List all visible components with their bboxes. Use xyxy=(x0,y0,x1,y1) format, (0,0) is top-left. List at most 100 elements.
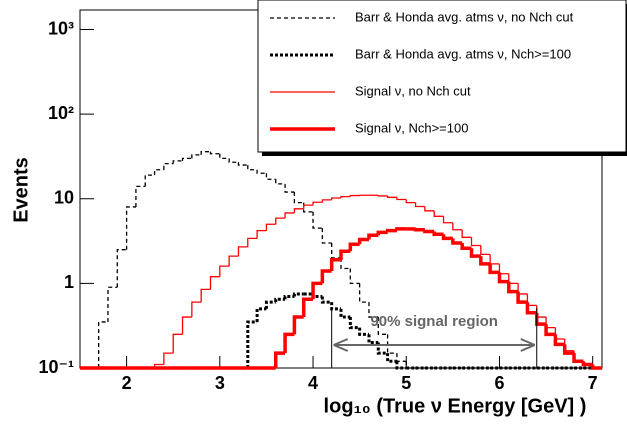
histogram-bin xyxy=(173,161,182,164)
histogram-bin xyxy=(397,197,406,199)
histogram-bin xyxy=(332,302,341,309)
histogram-bin xyxy=(369,334,378,342)
x-axis-label: log₁₀ (True ν Energy [GeV] ) xyxy=(324,395,587,417)
histogram-bin xyxy=(248,238,257,246)
y-tick-label: 1 xyxy=(64,272,74,292)
histogram-bin xyxy=(565,344,574,353)
histogram-bin xyxy=(360,328,369,335)
histogram-series xyxy=(80,294,602,368)
histogram-bin xyxy=(341,251,350,260)
histogram-bin xyxy=(136,186,145,207)
histogram-bin xyxy=(201,152,210,155)
histogram-bin xyxy=(155,170,164,175)
histogram-bin xyxy=(322,296,331,302)
x-tick-label: 5 xyxy=(401,373,411,393)
histogram-bin xyxy=(341,197,350,198)
histogram-bin xyxy=(481,256,490,264)
histogram-bin xyxy=(350,268,359,283)
histogram-bin xyxy=(248,322,257,368)
histogram-bin xyxy=(378,232,387,235)
y-tick-label: 10² xyxy=(48,103,74,123)
histogram-bin xyxy=(229,256,238,266)
histogram-bin xyxy=(285,184,294,192)
histogram-bin xyxy=(257,231,266,239)
histogram-bin xyxy=(173,334,182,353)
histogram-bin xyxy=(583,361,592,364)
histogram-bin xyxy=(416,229,425,230)
annotation-text: 90% signal region xyxy=(370,313,498,330)
histogram-bin xyxy=(416,203,425,207)
histogram-bin xyxy=(192,155,201,159)
histogram-bin xyxy=(499,264,508,274)
histogram-bin xyxy=(248,165,257,170)
histogram-bin xyxy=(99,322,108,368)
y-axis-label: Events xyxy=(10,157,32,223)
histogram-bin xyxy=(238,162,247,165)
histogram-bin xyxy=(266,302,275,309)
histogram-bin xyxy=(388,231,397,233)
histogram-bin xyxy=(341,309,350,317)
histogram-bin xyxy=(527,302,536,313)
histogram-bin xyxy=(294,317,303,334)
x-tick-label: 4 xyxy=(308,373,318,393)
histogram-bin xyxy=(294,209,303,213)
histogram-bin xyxy=(276,353,285,368)
histogram-bin xyxy=(453,238,462,243)
histogram-bin xyxy=(593,364,602,368)
histogram-bin xyxy=(117,250,126,288)
histogram-bin xyxy=(127,207,136,250)
histogram-bin xyxy=(285,334,294,353)
legend-label: Barr & Honda avg. atms ν, Nch>=100 xyxy=(355,46,571,61)
y-tick-label: 10 xyxy=(54,188,74,208)
histogram-bin xyxy=(313,202,322,205)
histogram-bin xyxy=(304,203,313,212)
histogram-bin xyxy=(276,299,285,302)
histogram-bin xyxy=(108,287,117,322)
histogram-bin xyxy=(546,324,555,334)
histogram-bin xyxy=(388,353,397,361)
histogram-bin xyxy=(211,152,220,154)
histogram-bin xyxy=(266,173,275,179)
legend-label: Signal ν, Nch>=100 xyxy=(355,120,468,135)
histogram-bin xyxy=(472,237,481,245)
histogram-bin xyxy=(378,195,387,196)
histogram-bin xyxy=(574,353,583,361)
histogram-bin xyxy=(490,264,499,272)
histogram-bin xyxy=(490,254,499,263)
histogram-bin xyxy=(322,200,331,202)
histogram-bin xyxy=(360,239,369,244)
histogram-bin xyxy=(434,211,443,216)
histogram-bin xyxy=(406,199,415,202)
histogram-bin xyxy=(145,175,154,186)
histogram-bin xyxy=(481,246,490,255)
histogram-bin xyxy=(201,289,210,302)
histogram-bin xyxy=(518,292,527,303)
histogram-bin xyxy=(276,218,285,224)
x-tick-label: 2 xyxy=(122,373,132,393)
histogram-bin xyxy=(397,353,406,361)
histogram-bin xyxy=(294,294,303,297)
histogram-bin xyxy=(294,192,303,203)
y-tick-label: 10⁻¹ xyxy=(38,357,74,377)
x-tick-label: 3 xyxy=(215,373,225,393)
histogram-bin xyxy=(220,266,229,277)
histogram-bin xyxy=(444,216,453,222)
histogram-bin xyxy=(313,212,322,228)
histogram-bin xyxy=(369,235,378,239)
histogram-bin xyxy=(164,353,173,364)
histogram-bin xyxy=(257,170,266,174)
histogram-bin xyxy=(183,317,192,334)
histogram-bin xyxy=(360,283,369,302)
histogram-bin xyxy=(397,361,406,368)
histogram-bin xyxy=(388,196,397,197)
histogram-bin xyxy=(425,230,434,232)
histogram-bin xyxy=(434,232,443,235)
histogram-bin xyxy=(444,234,453,238)
histogram-bin xyxy=(183,158,192,161)
histogram-bin xyxy=(350,196,359,197)
histogram-bin xyxy=(229,158,238,162)
histogram-bin xyxy=(462,243,471,248)
histogram-bin xyxy=(453,223,462,230)
histogram-bin xyxy=(350,317,359,328)
